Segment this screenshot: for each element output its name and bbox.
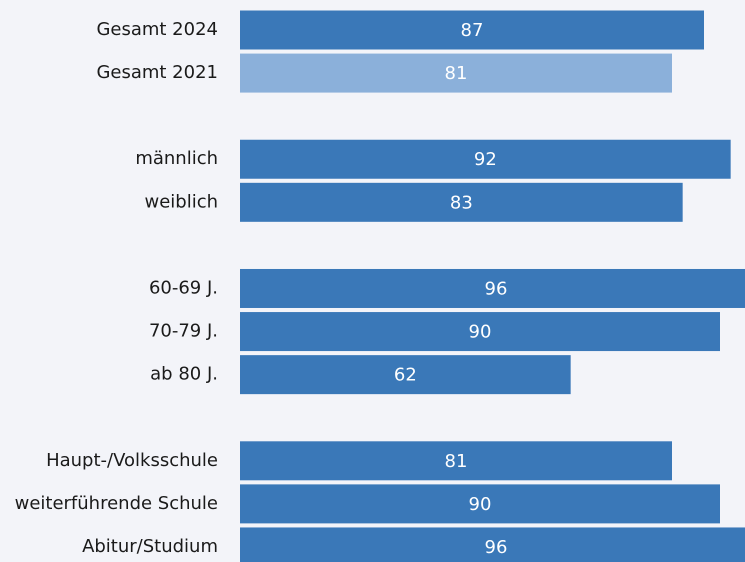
value-label: 96	[485, 537, 508, 558]
bar	[240, 182, 683, 222]
category-label: männlich	[135, 148, 218, 169]
bar	[240, 527, 745, 562]
value-label: 90	[469, 494, 492, 515]
category-label: Abitur/Studium	[82, 536, 218, 557]
category-label: Gesamt 2024	[96, 19, 218, 40]
category-label: Haupt-/Volksschule	[46, 450, 218, 471]
category-label: 70-79 J.	[149, 321, 218, 342]
category-label: ab 80 J.	[150, 364, 218, 385]
value-label: 62	[394, 365, 417, 386]
value-label: 90	[469, 322, 492, 343]
bar	[240, 355, 571, 395]
bar	[240, 139, 731, 179]
bar	[240, 53, 672, 93]
value-label: 81	[445, 451, 468, 472]
value-label: 83	[450, 192, 473, 213]
category-label: weiterführende Schule	[15, 493, 218, 514]
value-label: 87	[461, 20, 484, 41]
bar	[240, 484, 720, 524]
value-label: 81	[445, 63, 468, 84]
bar	[240, 312, 720, 352]
bar	[240, 10, 704, 50]
value-label: 96	[485, 278, 508, 299]
category-label: Gesamt 2021	[96, 62, 218, 83]
bar	[240, 441, 672, 481]
value-label: 92	[474, 149, 497, 170]
bar	[240, 268, 745, 308]
category-label: weiblich	[144, 191, 218, 212]
category-label: 60-69 J.	[149, 277, 218, 298]
